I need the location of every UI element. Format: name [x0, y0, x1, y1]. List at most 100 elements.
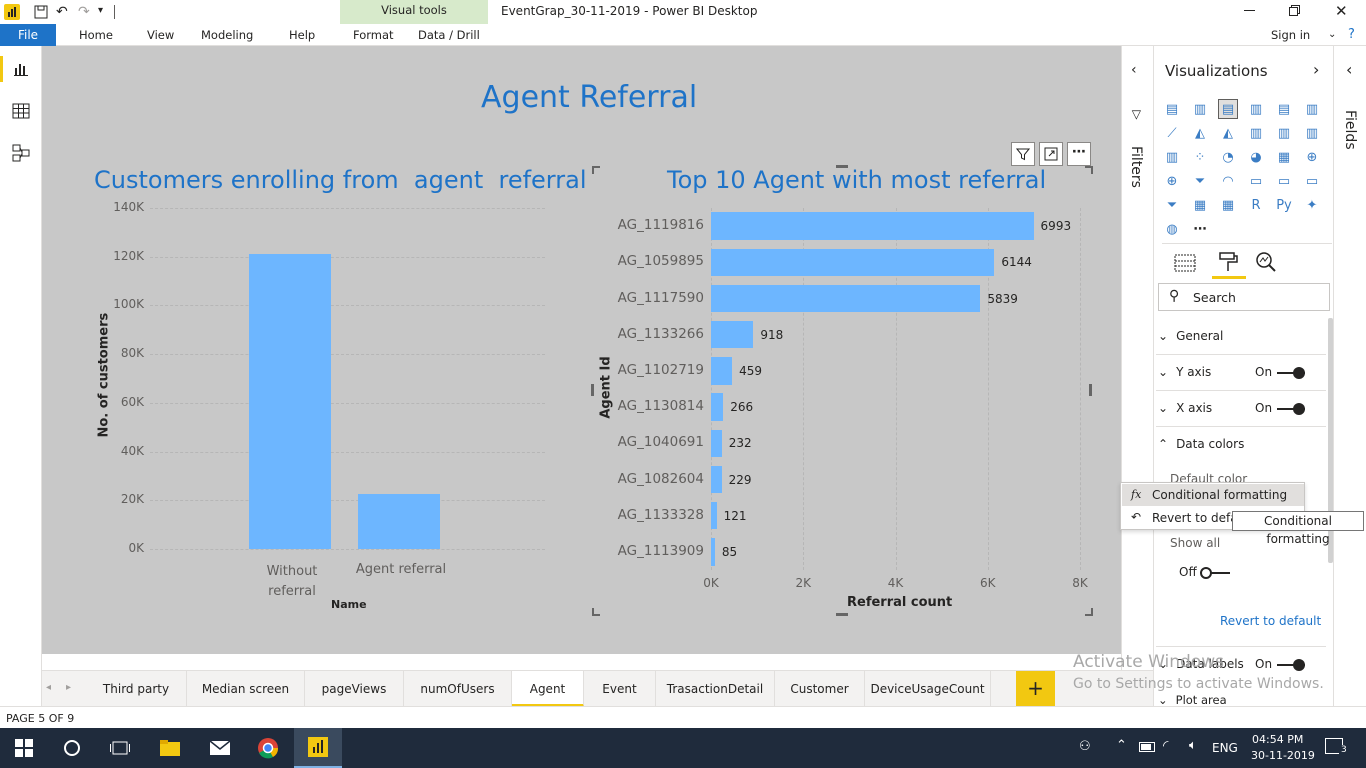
page-tab-pageviews[interactable]: pageViews [305, 671, 404, 707]
line-clustered-visual-icon[interactable]: ▥ [1277, 125, 1291, 141]
resize-handle-top[interactable] [836, 165, 848, 168]
menu-item-revert-to-default[interactable]: ↶ Revert to defau [1131, 510, 1246, 525]
people-icon[interactable]: ⚇ [1079, 739, 1091, 754]
collapse-viz-icon[interactable]: › [1313, 60, 1320, 79]
visual-filter-button[interactable] [1011, 142, 1035, 166]
globe-visual-icon[interactable]: ◍ [1166, 221, 1178, 237]
data-view-icon[interactable] [12, 103, 30, 119]
100-bar-visual-icon[interactable]: ▤ [1277, 101, 1291, 117]
table-visual-icon[interactable]: ▦ [1193, 197, 1207, 213]
map-visual-icon[interactable]: ⊕ [1306, 149, 1318, 165]
clustered-bar-visual-icon[interactable]: ▤ [1218, 99, 1238, 119]
resize-handle-left[interactable] [591, 384, 594, 396]
close-icon[interactable]: ✕ [1335, 2, 1348, 20]
chevron-down-icon[interactable]: ⌄ [1328, 29, 1337, 40]
section-plot-area[interactable]: ⌄ Plot area [1158, 693, 1227, 707]
filled-map-visual-icon[interactable]: ⊕ [1166, 173, 1178, 189]
scroll-left-icon[interactable]: ◂ [46, 682, 52, 693]
mail-icon[interactable] [196, 728, 244, 768]
tab-data-drill[interactable]: Data / Drill [418, 28, 480, 42]
format-search-box[interactable]: ⚲ Search [1158, 283, 1330, 311]
section-data-colors[interactable]: ⌃ Data colors [1158, 437, 1245, 451]
stacked-bar-visual-icon[interactable]: ▤ [1165, 101, 1179, 117]
task-view-icon[interactable] [96, 728, 144, 768]
save-icon[interactable] [34, 5, 48, 19]
python-visual-visual-icon[interactable]: Py [1276, 197, 1292, 213]
selection-corner[interactable] [592, 166, 600, 174]
report-canvas[interactable] [42, 46, 1121, 654]
help-icon[interactable]: ? [1348, 27, 1355, 42]
chrome-icon[interactable] [244, 728, 292, 768]
stacked-area-visual-icon[interactable]: ◭ [1223, 125, 1233, 141]
resize-handle-right[interactable] [1089, 384, 1092, 396]
fields-pane-collapsed[interactable]: ‹ Fields [1333, 46, 1366, 706]
scroll-right-icon[interactable]: ▸ [66, 682, 72, 693]
r-visual-visual-icon[interactable]: R [1251, 197, 1261, 213]
selection-corner[interactable] [1085, 166, 1093, 174]
selection-corner[interactable] [1085, 608, 1093, 616]
sign-in-link[interactable]: Sign in [1271, 28, 1311, 42]
minimize-icon[interactable] [1244, 10, 1255, 11]
treemap-visual-icon[interactable]: ▦ [1277, 149, 1291, 165]
page-tab-deviceusagecount[interactable]: DeviceUsageCount [865, 671, 991, 707]
funnel-visual-icon[interactable]: ⏷ [1194, 173, 1206, 189]
model-view-icon[interactable] [12, 144, 30, 162]
analytics-magnifier-icon[interactable] [1255, 251, 1277, 273]
windows-start-icon[interactable] [0, 728, 48, 768]
filters-pane-collapsed[interactable]: ‹ ◁ Filters [1121, 46, 1153, 706]
waterfall-visual-icon[interactable]: ▥ [1165, 149, 1179, 165]
language-indicator[interactable]: ENG [1212, 741, 1238, 755]
resize-handle-bottom[interactable] [836, 613, 848, 616]
page-tab-numofusers[interactable]: numOfUsers [404, 671, 512, 707]
card-visual-icon[interactable]: ▭ [1249, 173, 1263, 189]
data-labels-toggle[interactable] [1265, 659, 1305, 671]
cortana-icon[interactable] [48, 728, 96, 768]
tab-view[interactable]: View [147, 28, 175, 42]
format-paint-roller-icon[interactable] [1216, 251, 1240, 275]
customize-toolbar-icon[interactable]: ▾ [98, 5, 104, 16]
network-icon[interactable]: ◜ [1163, 738, 1169, 754]
show-all-toggle[interactable] [1200, 567, 1230, 579]
page-tab-trasactiondetail[interactable]: TrasactionDetail [656, 671, 775, 707]
undo-icon[interactable]: ↶ [56, 4, 68, 20]
fields-label[interactable]: Fields [1342, 110, 1358, 150]
show-hidden-icons[interactable]: ⌃ [1116, 738, 1127, 753]
donut-visual-icon[interactable]: ◕ [1250, 149, 1262, 165]
tab-help[interactable]: Help [289, 28, 316, 42]
100-column-visual-icon[interactable]: ▥ [1305, 101, 1319, 117]
filters-label[interactable]: Filters [1128, 146, 1144, 188]
line-column-visual-icon[interactable]: ▥ [1249, 125, 1263, 141]
key-influencers-visual-icon[interactable]: ✦ [1306, 197, 1318, 213]
file-explorer-icon[interactable] [146, 728, 194, 768]
x-axis-toggle[interactable] [1265, 403, 1305, 415]
selection-corner[interactable] [592, 608, 600, 616]
search-input[interactable]: Search [1193, 290, 1236, 305]
kpi-visual-icon[interactable]: ▭ [1305, 173, 1319, 189]
tab-file[interactable]: File [0, 24, 56, 46]
tab-home[interactable]: Home [79, 28, 113, 42]
multi-row-card-visual-icon[interactable]: ▭ [1277, 173, 1291, 189]
scatter-visual-icon[interactable]: ⁘ [1194, 149, 1206, 165]
section-y-axis[interactable]: ⌄ Y axis [1158, 365, 1212, 379]
line-visual-icon[interactable]: ⟋ [1167, 125, 1177, 141]
revert-to-default-link[interactable]: Revert to default [1220, 614, 1322, 628]
redo-icon[interactable]: ↷ [78, 4, 90, 20]
restore-icon[interactable] [1289, 5, 1300, 16]
ribbon-visual-icon[interactable]: ▥ [1305, 125, 1319, 141]
stacked-column-visual-icon[interactable]: ▥ [1193, 101, 1207, 117]
volume-icon[interactable]: 🔈︎ [1189, 738, 1197, 753]
matrix-visual-icon[interactable]: ▦ [1221, 197, 1235, 213]
section-general[interactable]: ⌄ General [1158, 329, 1224, 343]
tab-format[interactable]: Format [353, 28, 394, 42]
page-tab-event[interactable]: Event [584, 671, 656, 707]
section-data-labels[interactable]: ⌄ Data labels [1158, 657, 1244, 671]
pie-visual-icon[interactable]: ◔ [1222, 149, 1234, 165]
page-tab-agent[interactable]: Agent [512, 671, 584, 707]
page-tab-median-screen[interactable]: Median screen [187, 671, 305, 707]
tab-modeling[interactable]: Modeling [201, 28, 254, 42]
powerbi-taskbar-icon[interactable] [294, 728, 342, 768]
area-visual-icon[interactable]: ◭ [1195, 125, 1205, 141]
gauge-visual-icon[interactable]: ◠ [1222, 173, 1234, 189]
fields-well-tab-icon[interactable] [1174, 253, 1196, 273]
more-visual-icon[interactable]: ⋯ [1193, 221, 1207, 237]
